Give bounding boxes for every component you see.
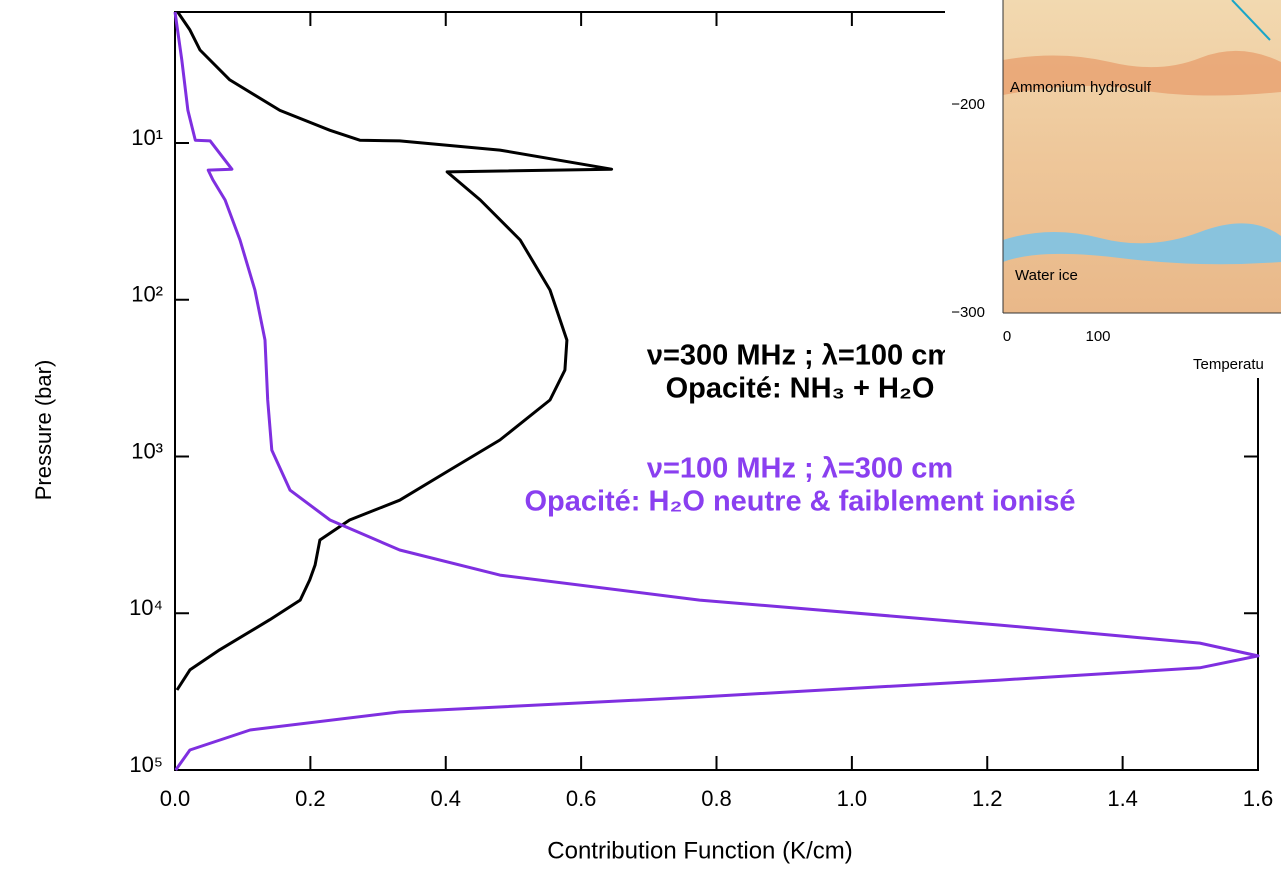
inset-y-label: −300 xyxy=(951,304,985,321)
y-tick-label: 10⁵ xyxy=(129,752,163,777)
annotation: ν=300 MHz ; λ=100 cm xyxy=(647,340,953,372)
annotation: Opacité: NH₃ + H₂O xyxy=(666,373,935,405)
y-tick-label: 10⁴ xyxy=(129,595,163,620)
y-tick-label: 10¹ xyxy=(131,125,163,150)
y-tick-label: 10² xyxy=(131,282,163,307)
y-tick-label: 10³ xyxy=(131,438,163,463)
x-tick-label: 1.2 xyxy=(972,786,1003,811)
y-axis-label: Pressure (bar) xyxy=(31,360,56,501)
annotation: ν=100 MHz ; λ=300 cm xyxy=(647,453,953,485)
series-line xyxy=(177,12,612,690)
chart: Pressure (bar) Contribution Function (K/… xyxy=(0,0,1281,878)
inset-image: −200 −300 0 100 Ammonium hydrosulf Water… xyxy=(945,0,1281,378)
annotation: Opacité: H₂O neutre & faiblement ionisé xyxy=(524,486,1075,518)
inset-x-label: 0 xyxy=(1003,328,1011,345)
x-tick-label: 1.6 xyxy=(1243,786,1274,811)
x-axis-label: Contribution Function (K/cm) xyxy=(547,837,852,864)
x-tick-label: 0.4 xyxy=(430,786,461,811)
inset-axis-label: Temperatu xyxy=(1193,356,1264,373)
inset-x-label: 100 xyxy=(1085,328,1110,345)
x-tick-label: 0.8 xyxy=(701,786,732,811)
x-tick-label: 0.2 xyxy=(295,786,326,811)
x-tick-label: 1.4 xyxy=(1107,786,1138,811)
x-tick-label: 0.0 xyxy=(160,786,191,811)
inset-label: Ammonium hydrosulf xyxy=(1010,79,1152,96)
inset-y-label: −200 xyxy=(951,96,985,113)
x-tick-label: 1.0 xyxy=(837,786,868,811)
x-tick-label: 0.6 xyxy=(566,786,597,811)
inset-label: Water ice xyxy=(1015,267,1078,284)
